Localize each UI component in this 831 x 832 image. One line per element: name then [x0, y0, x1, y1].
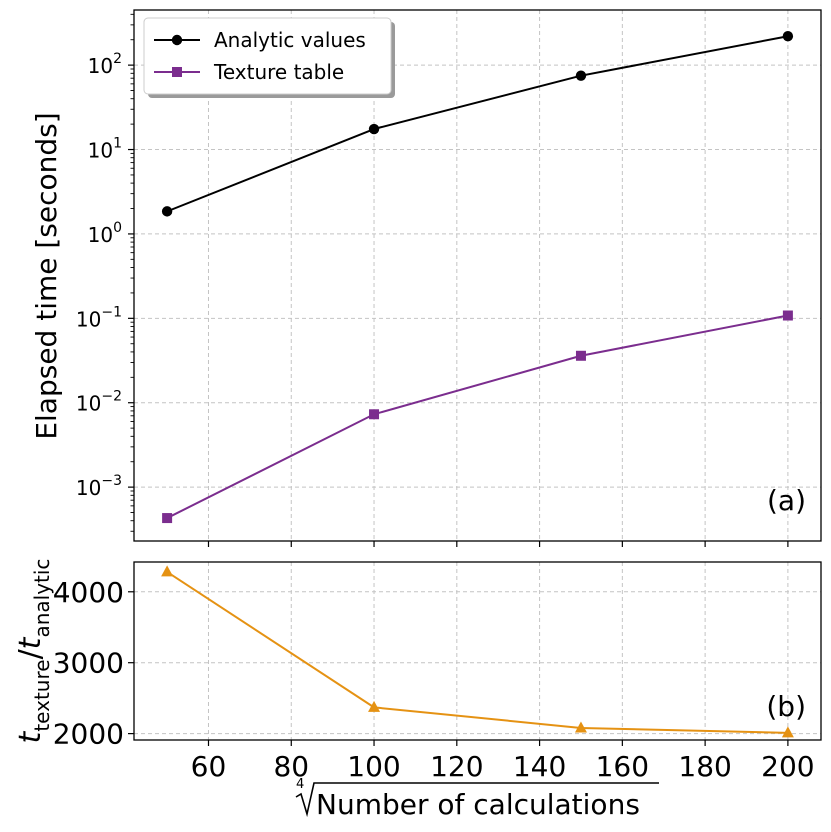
panel-label-b: (b) — [766, 690, 806, 723]
series-line-ratio — [166, 571, 788, 734]
y-tick-label-a: 102 — [88, 51, 122, 78]
y-tick-label-a: 101 — [88, 136, 122, 163]
y-tick-label-b: 2000 — [53, 718, 124, 751]
data-point-square — [369, 409, 380, 420]
data-point-triangle — [781, 726, 794, 738]
y-axis-a: 10−3 10−2 10−1 100 101 102 — [76, 13, 134, 532]
radical-sign — [295, 782, 659, 818]
x-tick-label-b: 80 — [273, 750, 309, 783]
y-tick-label-a: 10−3 — [76, 473, 122, 500]
series-layer-b — [161, 565, 794, 738]
x-tick-label-b: 180 — [678, 750, 731, 783]
x-ticks-a — [207, 541, 789, 547]
axes-frame-a — [133, 9, 822, 542]
data-point-square — [575, 350, 586, 361]
x-axis-label-b: 4 Number of calculations — [295, 777, 659, 821]
xlabel-root-index: 4 — [296, 777, 304, 792]
x-tick-label-b: 200 — [761, 750, 814, 783]
panel-a: 10−3 10−2 10−1 100 101 102 Elapsed time [seco… — [30, 9, 822, 547]
axes-frame-b — [133, 561, 822, 741]
data-point-circle — [161, 206, 173, 217]
y-tick-label-a: 10−1 — [76, 304, 122, 331]
y-tick-label-b: 4000 — [53, 576, 124, 609]
data-point-circle — [782, 31, 794, 42]
y-axis-label-a: Elapsed time [seconds] — [30, 112, 63, 439]
data-point-triangle — [574, 721, 587, 733]
data-point-triangle — [161, 565, 174, 577]
legend-marker-square — [172, 67, 182, 77]
x-tick-label-b: 100 — [347, 750, 400, 783]
ylabel-b-main-2: t — [13, 636, 48, 649]
y-tick-label-a: 100 — [88, 220, 122, 247]
data-point-square — [782, 310, 793, 321]
legend: Analytic values Texture table — [143, 17, 395, 98]
legend-box — [143, 17, 392, 95]
data-point-square — [162, 513, 173, 524]
ylabel-b-sep: / — [13, 648, 48, 659]
x-tick-label-b: 140 — [513, 750, 566, 783]
x-tick-label-b: 160 — [596, 750, 649, 783]
series-layer-a — [161, 31, 794, 524]
legend-label: Texture table — [213, 60, 344, 84]
series-line-texture-table — [166, 314, 789, 519]
ylabel-b-sub-1: texture — [30, 659, 54, 731]
data-point-circle — [575, 70, 587, 81]
data-point-triangle — [368, 700, 381, 712]
panel-label-a: (a) — [767, 484, 806, 517]
y-tick-label-b: 3000 — [53, 647, 124, 680]
y-tick-label-a: 10−2 — [76, 389, 122, 416]
data-point-circle — [368, 123, 380, 135]
x-tick-label-b: 120 — [430, 750, 483, 783]
y-axis-b: 2000 3000 4000 — [53, 576, 134, 751]
grid-b — [134, 562, 821, 740]
x-axis-b: 60 80 100 120 140 160 180 200 — [191, 740, 815, 783]
x-tick-label-b: 60 — [191, 750, 227, 783]
y-axis-label-b: ttexture/tanalytic — [13, 559, 54, 744]
ylabel-b-main-1: t — [13, 730, 48, 743]
series-line-analytic-values — [166, 35, 789, 213]
ylabel-b-sub-2: analytic — [30, 559, 54, 638]
legend-marker-circle — [171, 34, 183, 46]
xlabel-radicand: Number of calculations — [316, 788, 640, 821]
legend-label: Analytic values — [214, 28, 366, 52]
